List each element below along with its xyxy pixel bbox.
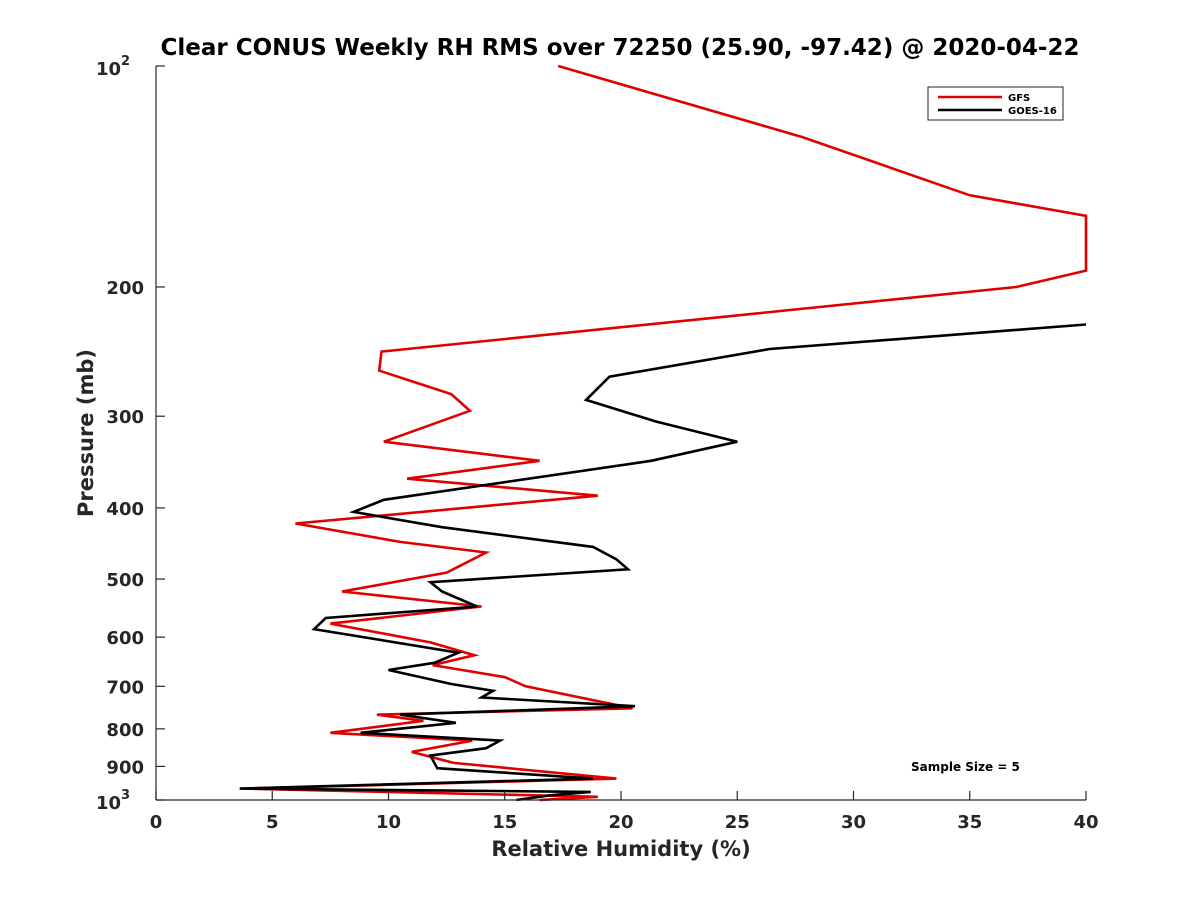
y-tick-label: 500 [106,570,144,591]
y-tick-label: 200 [106,278,144,299]
y-tick-exponent: 3 [121,788,130,803]
x-tick-label: 5 [266,812,279,833]
x-tick-label: 20 [608,812,633,833]
y-tick-exponent: 2 [121,54,130,69]
x-tick-label: 35 [957,812,982,833]
sample-size-annotation: Sample Size = 5 [911,760,1020,774]
legend-box [927,86,1064,121]
y-tick-label: 900 [106,757,144,778]
y-tick-label: 10 [96,59,121,80]
x-tick-label: 15 [492,812,517,833]
y-axis-label: Pressure (mb) [74,349,98,517]
series-line-gfs [244,64,1088,802]
series-line-goes16 [239,323,1087,802]
plot-area [156,66,1086,800]
y-tick-label: 600 [106,628,144,649]
x-tick-label: 0 [150,812,163,833]
x-tick-label: 10 [376,812,401,833]
y-tick-label: 300 [106,407,144,428]
x-tick-label: 25 [725,812,750,833]
legend-label-goes16: GOES-16 [1008,106,1057,117]
x-ticks: 0 5 10 15 20 25 30 35 40 [150,791,1099,833]
y-tick-label: 10 [96,793,121,814]
x-tick-label: 40 [1073,812,1098,833]
chart-title: Clear CONUS Weekly RH RMS over 72250 (25… [161,35,1080,61]
x-axis-label: Relative Humidity (%) [491,837,750,861]
y-tick-label: 400 [106,499,144,520]
series-layer [239,64,1088,802]
legend: GFS GOES-16 [927,86,1064,121]
y-tick-label: 800 [106,720,144,741]
y-tick-label: 700 [106,677,144,698]
legend-label-gfs: GFS [1008,93,1030,104]
x-tick-label: 30 [841,812,866,833]
